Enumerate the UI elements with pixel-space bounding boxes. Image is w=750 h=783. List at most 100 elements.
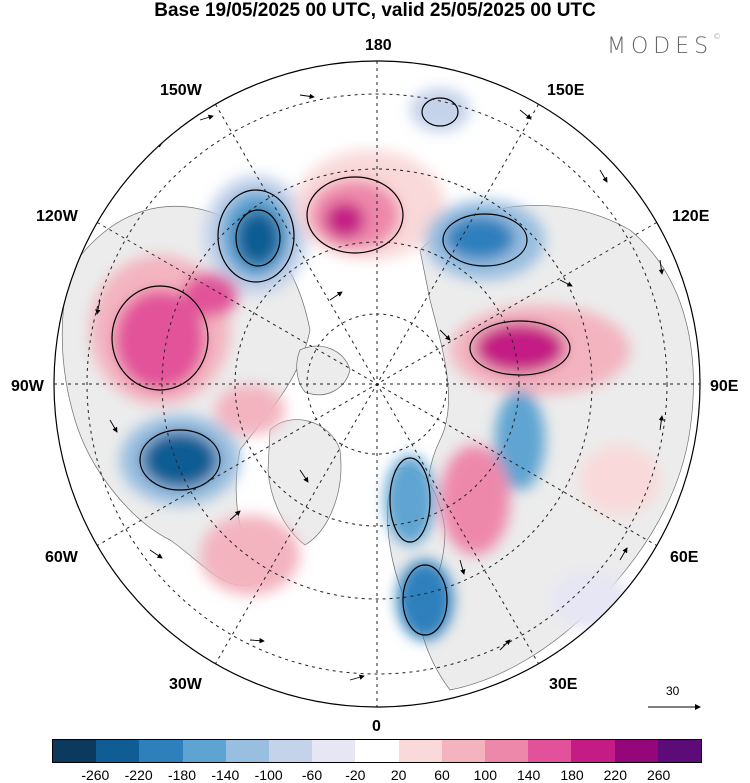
anomaly-field-minus-l	[550, 570, 630, 630]
land-eurasia	[415, 205, 694, 691]
wind-arrow	[299, 93, 315, 100]
wind-arrow	[95, 299, 101, 315]
colorbar-tick-label: 180	[560, 767, 584, 783]
anomaly-field-plus-h	[475, 323, 565, 373]
wind-arrow	[329, 291, 343, 301]
anomaly-field-plus-e	[115, 290, 205, 390]
wind-arrow	[229, 510, 241, 521]
wind-arrow	[149, 549, 163, 559]
colorbar-bin	[53, 740, 97, 762]
wind-arrow	[619, 547, 628, 561]
contour	[389, 457, 431, 543]
anomaly-field-minus-h	[495, 390, 545, 490]
map-border	[53, 60, 701, 708]
colorbar-bin	[182, 740, 226, 762]
colorbar-tick-label: -140	[211, 767, 240, 783]
colorbar-tick-label: -60	[301, 767, 323, 783]
colorbar-tick-label: -100	[254, 767, 283, 783]
lon-label-90w: 90W	[11, 378, 44, 395]
reference-vector-label: 30	[666, 684, 680, 698]
colorbar-tick-label: 20	[390, 767, 407, 783]
latitude-circle	[86, 93, 668, 675]
colorbar-bin	[398, 740, 442, 762]
anomaly-field-plus-l	[580, 445, 660, 515]
lon-label-60e: 60E	[670, 549, 699, 566]
anomaly-field-plus-j	[200, 515, 300, 595]
contour	[442, 213, 528, 267]
colorbar-bin	[96, 740, 140, 762]
lon-label-150w: 150W	[160, 82, 202, 99]
lon-label-150e: 150E	[547, 82, 585, 99]
colorbar-bin	[571, 740, 615, 762]
wind-arrow	[519, 109, 532, 120]
anomaly-field-plus-k	[215, 385, 285, 435]
wind-arrow	[658, 415, 665, 431]
wind-arrow	[109, 419, 118, 433]
colorbar-tick-label: 60	[434, 767, 450, 783]
colorbar-bin	[485, 740, 529, 762]
map-title: Base 19/05/2025 00 UTC, valid 25/05/2025…	[154, 0, 596, 21]
lon-label-120w: 120W	[36, 208, 78, 225]
anomaly-field-minus-j	[397, 560, 453, 640]
anomaly-field-minus-g	[142, 432, 218, 488]
contour-lines	[111, 97, 571, 636]
colorbar-bin	[528, 740, 572, 762]
lon-label-120e: 120E	[672, 208, 710, 225]
wind-arrow	[439, 329, 451, 341]
contour	[111, 285, 209, 391]
wind-arrow	[599, 169, 608, 183]
colorbar-bin	[355, 740, 399, 762]
lon-label-30e: 30E	[549, 676, 578, 693]
contour	[306, 176, 404, 254]
colorbar-tick-label: -260	[81, 767, 110, 783]
anomaly-field-plus-f	[182, 273, 238, 317]
graticule	[54, 61, 700, 707]
colorbar-bin	[657, 740, 702, 762]
lon-label-0: 0	[372, 718, 381, 735]
colorbar-tick-label: 140	[516, 767, 541, 783]
lon-label-90e: 90E	[710, 378, 739, 395]
wind-arrow	[658, 259, 665, 275]
colorbar-tick-label: 220	[603, 767, 628, 783]
wind-arrow	[349, 674, 365, 681]
contour	[139, 429, 221, 491]
meridian	[97, 222, 657, 546]
wind-arrow	[559, 279, 573, 287]
lon-label-60w: 60W	[45, 549, 78, 566]
contour	[469, 320, 571, 376]
contour	[235, 209, 281, 267]
colorbar-bin	[225, 740, 270, 762]
copyright-mark: ©	[713, 32, 722, 41]
anomaly-field-plus-c	[325, 202, 365, 238]
modes-logo: MODES©	[607, 32, 722, 59]
colorbar	[52, 739, 702, 763]
colorbar-bin	[614, 740, 658, 762]
colorbar-tick-label: 100	[473, 767, 498, 783]
wind-vectors	[95, 93, 665, 681]
colorbar-tick-label: -220	[124, 767, 153, 783]
anomaly-field-minus-e	[445, 216, 515, 260]
colorbar-tick-label: 260	[646, 767, 671, 783]
colorbar-bin	[269, 740, 313, 762]
wind-arrow	[299, 469, 309, 483]
modes-logo-text: MODES	[607, 34, 714, 59]
contour	[402, 564, 448, 636]
anomaly-field-plus-i	[440, 445, 510, 555]
colorbar-bin	[139, 740, 183, 762]
latitude-circle	[161, 168, 593, 600]
lon-label-180: 180	[365, 37, 392, 54]
colorbar-bin	[441, 740, 486, 762]
colorbar-tick-label: -20	[345, 767, 366, 783]
anomaly-field-minus-i	[385, 455, 435, 545]
map-disk	[54, 61, 700, 707]
polar-map	[53, 60, 701, 710]
wind-arrow	[499, 639, 511, 651]
lon-label-30w: 30W	[169, 676, 202, 693]
contour	[217, 189, 295, 283]
colorbar-bin	[312, 740, 356, 762]
wind-arrow	[249, 637, 265, 644]
anomaly-field-minus-c	[236, 210, 280, 266]
wind-arrow	[199, 114, 214, 121]
colorbar-tick-label: -180	[167, 767, 197, 783]
anomaly-field-minus-k	[410, 88, 470, 132]
